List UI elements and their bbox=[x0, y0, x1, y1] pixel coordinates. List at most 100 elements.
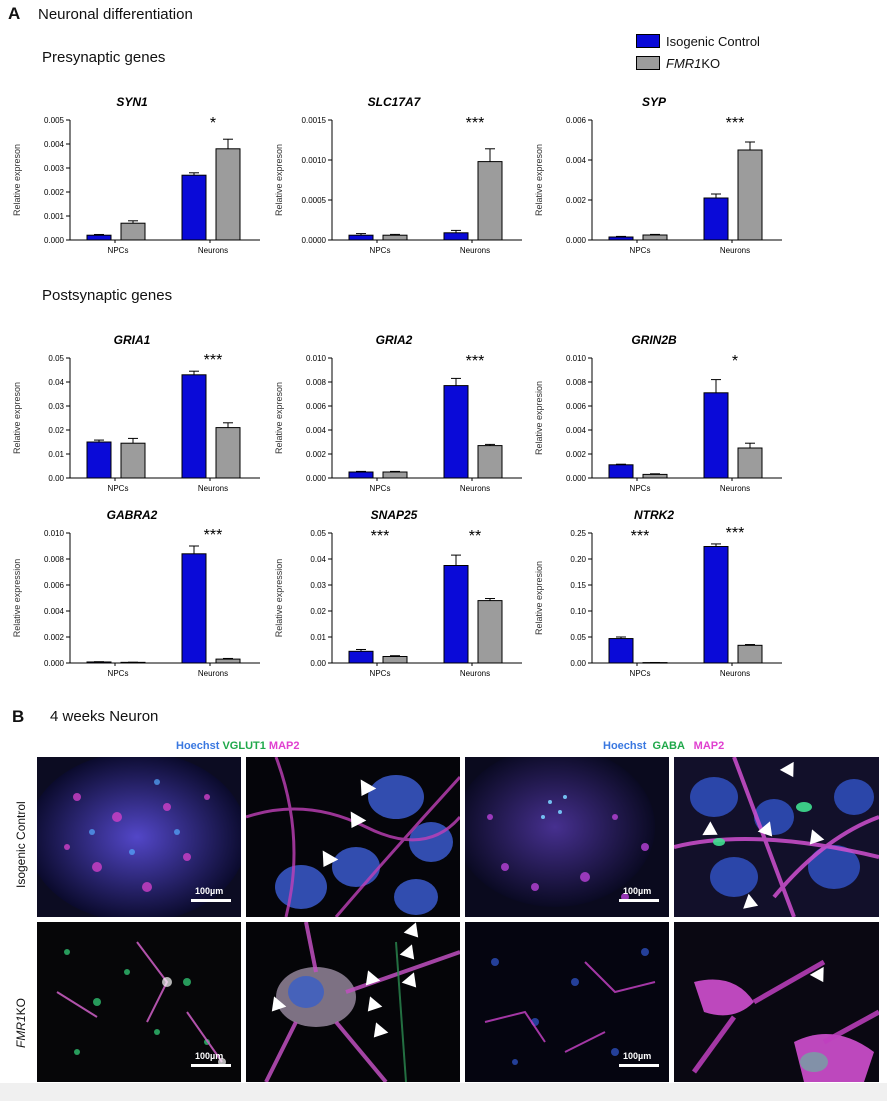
chart-title: SNAP25 bbox=[371, 508, 418, 522]
micrograph-image bbox=[465, 757, 669, 917]
y-tick-label: 0.20 bbox=[570, 555, 586, 564]
y-tick-label: 0.000 bbox=[306, 474, 327, 483]
bar bbox=[348, 234, 374, 241]
y-tick-label: 0.04 bbox=[48, 378, 64, 387]
stain-map2-left: MAP2 bbox=[265, 740, 300, 752]
micrograph-ko-gaba-low: 100µm bbox=[465, 922, 669, 1082]
bar bbox=[382, 234, 408, 241]
legend-label-ko-rest: KO bbox=[701, 55, 721, 71]
scale-bar bbox=[619, 899, 659, 902]
significance-marker: *** bbox=[631, 528, 650, 545]
stain-gaba: GABA bbox=[646, 740, 685, 752]
y-tick-label: 0.02 bbox=[48, 426, 64, 435]
y-tick-label: 0.004 bbox=[566, 156, 587, 165]
panel-a-letter: A bbox=[8, 4, 21, 23]
y-tick-label: 0.00 bbox=[48, 474, 64, 483]
significance-marker: * bbox=[210, 115, 216, 132]
presynaptic-title: Presynaptic genes bbox=[42, 49, 166, 66]
y-tick-label: 0.0005 bbox=[302, 196, 327, 205]
y-tick-label: 0.04 bbox=[310, 555, 326, 564]
y-tick-label: 0.006 bbox=[44, 581, 65, 590]
bar bbox=[215, 427, 241, 479]
chart-grin2b: GRIN2B Relative expresion 0.000 0.002 0.004 0… bbox=[534, 333, 782, 493]
x-tick-label: NPCs bbox=[108, 246, 129, 255]
legend-swatch-ko bbox=[636, 56, 660, 70]
y-tick-label: 0.006 bbox=[306, 402, 327, 411]
chart-gria2: GRIA2 Relative expreson 0.000 0.002 0.004 0.0… bbox=[274, 333, 522, 493]
y-tick-label: 0.006 bbox=[566, 116, 587, 125]
bar bbox=[477, 600, 503, 664]
significance-marker: *** bbox=[726, 525, 745, 542]
micrograph-ko-gaba-high bbox=[674, 922, 879, 1082]
y-tick-label: 0.0010 bbox=[302, 156, 327, 165]
chart-title: SLC17A7 bbox=[368, 95, 422, 109]
y-tick-label: 0.010 bbox=[44, 529, 65, 538]
micrograph-image bbox=[674, 757, 879, 917]
legend-item-ko: FMR1 KO bbox=[636, 52, 760, 74]
y-tick-label: 0.008 bbox=[306, 378, 327, 387]
y-tick-label: 0.008 bbox=[566, 378, 587, 387]
bar bbox=[382, 471, 408, 479]
y-tick-label: 0.001 bbox=[44, 212, 65, 221]
y-tick-label: 0.000 bbox=[566, 474, 587, 483]
x-tick-label: Neurons bbox=[198, 246, 228, 255]
bar bbox=[181, 553, 207, 664]
bar bbox=[608, 236, 634, 241]
x-tick-label: NPCs bbox=[108, 669, 129, 678]
y-axis-label: Relative expreson bbox=[12, 144, 22, 216]
bar bbox=[737, 447, 763, 479]
bar bbox=[443, 565, 469, 664]
y-axis-label: Relative expresion bbox=[534, 381, 544, 455]
scale-bar-label: 100µm bbox=[195, 886, 224, 896]
x-tick-label: NPCs bbox=[630, 669, 651, 678]
chart-syp: SYP Relative expreson 0.000 0.002 0.004 0.006… bbox=[534, 95, 782, 255]
chart-title: GABRA2 bbox=[107, 508, 158, 522]
chart-legend: Isogenic Control FMR1 KO bbox=[636, 30, 760, 74]
y-tick-label: 0.05 bbox=[570, 633, 586, 642]
legend-swatch-control bbox=[636, 34, 660, 48]
chart-gria1: GRIA1 Relative expreson 0.00 0.01 0.02 0.03 0.… bbox=[12, 333, 260, 493]
x-tick-label: NPCs bbox=[370, 669, 391, 678]
legend-item-control: Isogenic Control bbox=[636, 30, 760, 52]
y-tick-label: 0.004 bbox=[44, 140, 65, 149]
legend-label-control: Isogenic Control bbox=[666, 33, 760, 49]
y-tick-label: 0.03 bbox=[48, 402, 64, 411]
bar bbox=[642, 234, 668, 241]
bar bbox=[443, 232, 469, 241]
y-axis-label: Relative expreson bbox=[534, 144, 544, 216]
row-label-fmr1ko: FMR1KO bbox=[14, 998, 28, 1048]
stain-vglut1: VGLUT1 bbox=[219, 740, 266, 752]
bar bbox=[86, 234, 112, 241]
bar bbox=[181, 374, 207, 479]
x-tick-label: Neurons bbox=[720, 669, 750, 678]
y-tick-label: 0.004 bbox=[566, 426, 587, 435]
x-tick-label: Neurons bbox=[720, 484, 750, 493]
bar bbox=[86, 441, 112, 479]
chart-syn1: SYN1 Relative expreson 0.000 0.001 0.002 0.00… bbox=[12, 95, 260, 255]
x-tick-label: NPCs bbox=[630, 246, 651, 255]
chart-title: GRIN2B bbox=[631, 333, 677, 347]
chart-title: SYP bbox=[642, 95, 667, 109]
postsynaptic-title: Postsynaptic genes bbox=[42, 287, 173, 304]
micrograph-image bbox=[465, 922, 669, 1082]
x-tick-label: NPCs bbox=[370, 246, 391, 255]
bar bbox=[737, 149, 763, 241]
y-tick-label: 0.03 bbox=[310, 581, 326, 590]
x-tick-label: Neurons bbox=[198, 484, 228, 493]
y-tick-label: 0.005 bbox=[44, 116, 65, 125]
x-tick-label: Neurons bbox=[460, 246, 490, 255]
chart-slc17a7: SLC17A7 Relative expreson 0.0000 0.0005 0.00… bbox=[274, 95, 522, 255]
significance-marker: * bbox=[732, 353, 738, 370]
stain-hoechst-right: Hoechst bbox=[603, 740, 647, 752]
scale-bar bbox=[191, 1064, 231, 1067]
micrograph-ko-vglut1-low: 100µm bbox=[37, 922, 241, 1082]
stain-label-right: Hoechst GABA MAP2 bbox=[603, 740, 724, 752]
bar bbox=[181, 174, 207, 241]
y-tick-label: 0.002 bbox=[44, 633, 65, 642]
bar bbox=[215, 658, 241, 664]
chart-title: NTRK2 bbox=[634, 508, 674, 522]
bar bbox=[703, 546, 729, 664]
x-tick-label: NPCs bbox=[630, 484, 651, 493]
significance-marker: *** bbox=[204, 352, 223, 369]
y-tick-label: 0.0015 bbox=[302, 116, 327, 125]
